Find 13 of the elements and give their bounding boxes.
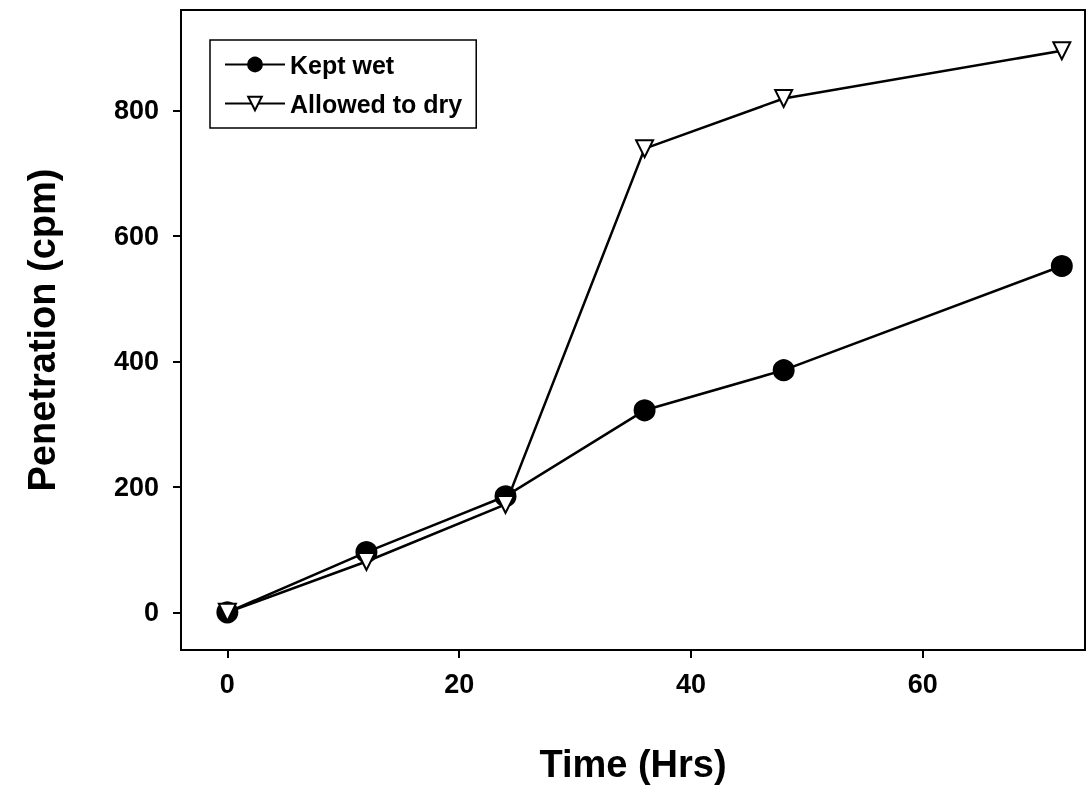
x-tick-label: 20 <box>444 668 475 699</box>
y-axis-title: Penetration (cpm) <box>21 168 63 492</box>
y-tick-label: 800 <box>113 95 159 126</box>
y-tick-label: 200 <box>113 471 159 502</box>
y-tick-label: 0 <box>143 597 159 628</box>
legend-label: Allowed to dry <box>290 89 463 118</box>
x-tick-label: 0 <box>219 668 235 699</box>
y-tick-label: 400 <box>113 346 159 377</box>
x-tick-label: 40 <box>675 668 706 699</box>
x-axis-title: Time (Hrs) <box>539 743 727 785</box>
legend-label: Kept wet <box>290 50 395 79</box>
x-tick-label: 60 <box>907 668 938 699</box>
y-tick-label: 600 <box>113 220 159 251</box>
